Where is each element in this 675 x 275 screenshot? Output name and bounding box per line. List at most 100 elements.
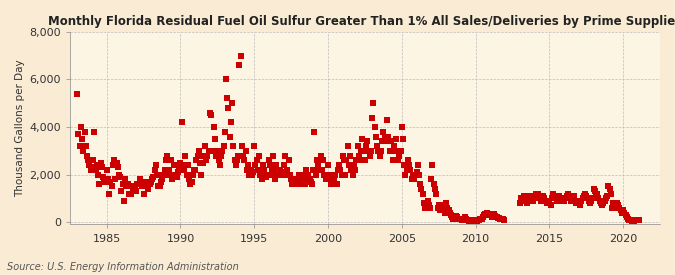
Point xyxy=(484,213,495,217)
Point xyxy=(381,139,392,144)
Point xyxy=(335,167,346,172)
Point xyxy=(185,182,196,186)
Point xyxy=(616,210,627,215)
Point xyxy=(246,172,257,177)
Point xyxy=(320,177,331,182)
Point xyxy=(588,187,599,191)
Point xyxy=(304,177,315,182)
Point xyxy=(605,191,616,196)
Point xyxy=(571,201,582,205)
Point xyxy=(400,172,411,177)
Point xyxy=(78,148,89,153)
Point xyxy=(450,215,460,219)
Point xyxy=(544,201,555,205)
Point xyxy=(161,153,172,158)
Point xyxy=(429,187,440,191)
Point xyxy=(351,158,362,163)
Point xyxy=(267,153,278,158)
Point xyxy=(374,153,385,158)
Point xyxy=(83,158,94,163)
Point xyxy=(219,130,230,134)
Point xyxy=(305,180,316,184)
Point xyxy=(529,194,540,198)
Point xyxy=(178,163,188,167)
Point xyxy=(148,175,159,179)
Point xyxy=(401,167,412,172)
Point xyxy=(607,206,618,210)
Point xyxy=(469,218,480,223)
Point xyxy=(626,218,637,223)
Point xyxy=(115,175,126,179)
Point xyxy=(420,206,431,210)
Point xyxy=(346,167,356,172)
Point xyxy=(577,196,588,200)
Point xyxy=(285,172,296,177)
Point xyxy=(119,177,130,182)
Point xyxy=(300,167,311,172)
Point xyxy=(188,172,198,177)
Point xyxy=(620,213,631,217)
Point xyxy=(485,213,495,217)
Point xyxy=(95,161,106,165)
Point xyxy=(371,134,381,139)
Point xyxy=(603,184,614,189)
Point xyxy=(408,177,419,182)
Point xyxy=(222,96,233,101)
Point xyxy=(586,199,597,203)
Point xyxy=(582,196,593,200)
Point xyxy=(170,172,181,177)
Point xyxy=(540,199,551,203)
Point xyxy=(196,172,207,177)
Point xyxy=(203,148,214,153)
Point xyxy=(155,180,166,184)
Point xyxy=(432,206,443,210)
Point xyxy=(85,167,96,172)
Point xyxy=(360,144,371,148)
Point xyxy=(291,180,302,184)
Point xyxy=(149,167,160,172)
Point xyxy=(236,54,246,58)
Point xyxy=(414,172,425,177)
Point xyxy=(248,170,259,174)
Point xyxy=(213,158,224,163)
Point xyxy=(446,213,456,217)
Point xyxy=(72,92,82,96)
Point xyxy=(323,163,333,167)
Point xyxy=(134,177,145,182)
Point xyxy=(89,130,100,134)
Point xyxy=(116,189,127,193)
Point xyxy=(126,191,137,196)
Point xyxy=(554,194,564,198)
Point xyxy=(192,153,203,158)
Point xyxy=(567,196,578,200)
Point xyxy=(163,172,173,177)
Point xyxy=(132,182,143,186)
Point xyxy=(242,167,252,172)
Point xyxy=(202,153,213,158)
Point xyxy=(486,215,497,219)
Point xyxy=(411,170,422,174)
Point xyxy=(292,177,302,182)
Point xyxy=(394,153,405,158)
Point xyxy=(314,167,325,172)
Point xyxy=(453,216,464,221)
Point xyxy=(384,148,395,153)
Point xyxy=(493,216,504,221)
Point xyxy=(366,148,377,153)
Point xyxy=(535,199,546,203)
Point xyxy=(496,217,507,221)
Point xyxy=(154,184,165,189)
Point xyxy=(180,153,191,158)
Point xyxy=(104,191,115,196)
Point xyxy=(564,194,574,198)
Point xyxy=(101,167,112,172)
Point xyxy=(94,182,105,186)
Point xyxy=(230,158,240,163)
Point xyxy=(538,194,549,198)
Point xyxy=(537,196,547,200)
Point xyxy=(76,125,86,129)
Point xyxy=(153,184,164,189)
Point xyxy=(388,158,399,163)
Point xyxy=(137,184,148,189)
Point xyxy=(272,167,283,172)
